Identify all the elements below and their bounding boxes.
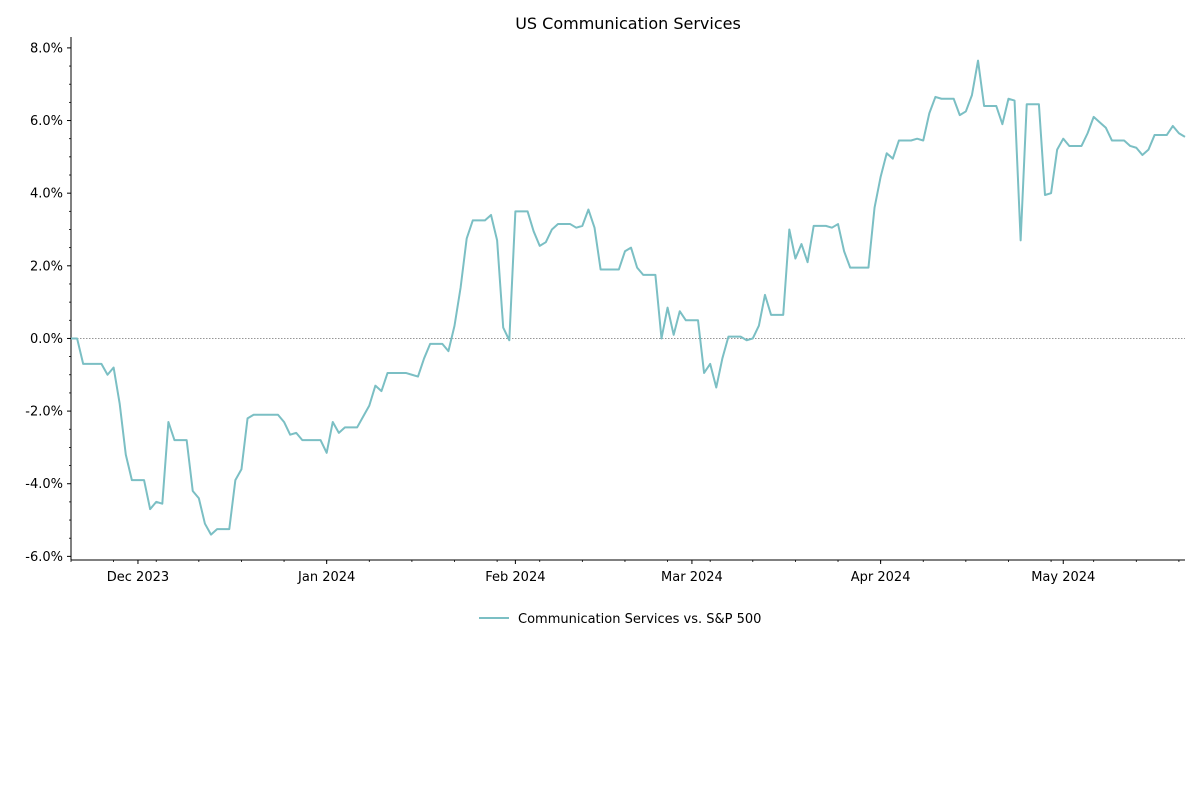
y-tick-label: 8.0% [30,41,63,56]
y-tick-label: -6.0% [25,550,63,565]
legend-label: Communication Services vs. S&P 500 [518,612,761,627]
x-tick-label: Dec 2023 [107,570,169,585]
series-line [71,59,1186,536]
x-tick-label: Apr 2024 [851,570,911,585]
y-tick-label: 6.0% [30,114,63,129]
y-tick-label: 2.0% [30,259,63,274]
x-tick-label: Feb 2024 [485,570,545,585]
chart-title: US Communication Services [515,14,741,33]
y-tick-label: -2.0% [25,405,63,420]
legend: Communication Services vs. S&P 500 [479,612,761,627]
y-tick-label: 4.0% [30,187,63,202]
y-tick-label: 0.0% [30,332,63,347]
x-tick-label: Mar 2024 [661,570,723,585]
y-tick-label: -4.0% [25,477,63,492]
axes: -6.0% -4.0% -2.0% 0.0% 2.0% 4.0% 6.0% 8.0% Dec 2… [25,37,1185,585]
x-tick-label: Jan 2024 [297,570,355,585]
series-group [71,59,1186,536]
x-tick-label: May 2024 [1031,570,1095,585]
